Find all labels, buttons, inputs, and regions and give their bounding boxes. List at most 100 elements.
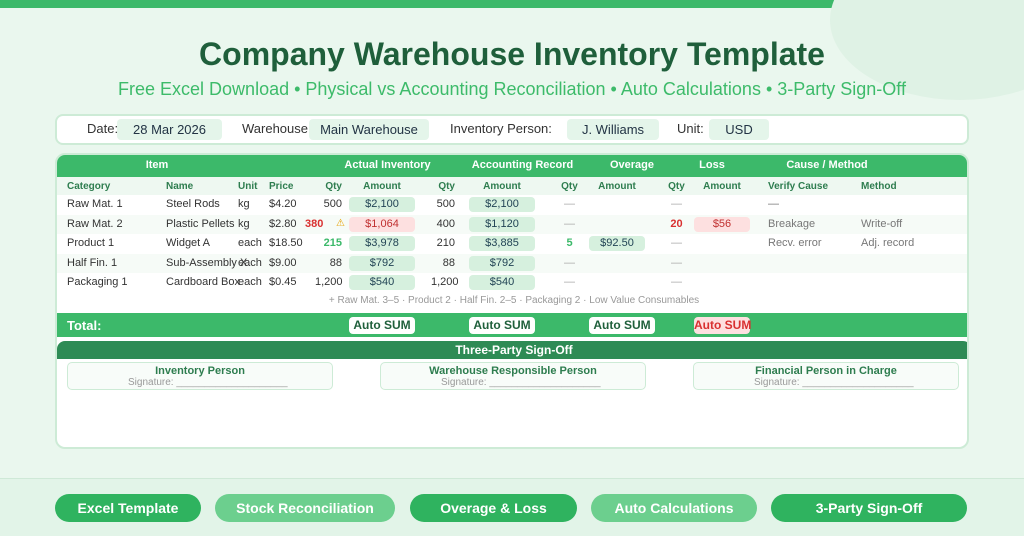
table-cell: Cardboard Box	[166, 276, 240, 289]
total-label: Total:	[67, 318, 102, 333]
table-cell: $18.50	[269, 237, 303, 250]
info-box: Date: 28 Mar 2026 Warehouse: Main Warehouse…	[55, 114, 969, 145]
table-cell: each	[238, 237, 262, 250]
table-cell: 5	[566, 237, 573, 250]
signoff-box: Inventory Person Signature: _____________…	[67, 362, 333, 390]
total-cell: Auto SUM	[469, 317, 535, 334]
table-cell: 1,200	[431, 276, 459, 289]
table-cell: Packaging 1	[67, 276, 128, 289]
table-cell: —	[671, 256, 682, 269]
column-header: Unit	[238, 181, 258, 192]
table-cell: 215	[323, 237, 342, 250]
table-cell: 88	[329, 256, 342, 269]
column-header: Amount	[703, 181, 741, 192]
table-cell: 20	[670, 217, 683, 230]
title: Company Warehouse Inventory Template	[199, 36, 825, 72]
signoff-signature: Signature: ____________________	[128, 377, 288, 388]
column-header: Name	[166, 181, 194, 192]
table-cell: kg	[238, 217, 250, 230]
table-cell: Product 1	[67, 237, 115, 250]
table-cell: $1,064	[349, 216, 415, 232]
table-cell: $0.45	[269, 276, 297, 289]
nav-button[interactable]: Overage & Loss	[410, 494, 577, 522]
signoff-box: Warehouse Responsible Person Signature: _…	[380, 362, 646, 390]
info-label: Unit:	[677, 121, 704, 136]
column-header: Category	[67, 181, 111, 192]
column-header: Amount	[483, 181, 521, 192]
table-cell: $792	[469, 255, 535, 271]
table-cell: each	[238, 276, 262, 289]
table-cell: —	[671, 276, 682, 289]
table-cell: —	[564, 256, 575, 269]
info-value: Main Warehouse	[309, 119, 429, 140]
table-cell: —	[671, 237, 682, 250]
table-cell: 400	[436, 217, 455, 230]
column-header: Amount	[598, 181, 636, 192]
table-cell: $3,978	[349, 236, 415, 252]
group-header: Accounting Record	[471, 159, 574, 171]
group-header-bar	[57, 155, 967, 177]
table-cell: $3,885	[469, 236, 535, 252]
column-header: Qty	[438, 181, 455, 192]
table-cell: Steel Rods	[166, 198, 220, 210]
signoff-signature: Signature: ____________________	[441, 377, 601, 388]
group-header: Item	[145, 159, 169, 171]
column-header: Price	[269, 181, 294, 192]
button-row: Excel Template Stock Reconciliation Overag…	[0, 494, 1024, 522]
info-label: Warehouse:	[242, 121, 312, 136]
signoff-role: Financial Person in Charge	[755, 365, 897, 377]
table-card: Item Actual Inventory Accounting Record Ove…	[55, 153, 969, 449]
table-note: + Raw Mat. 3–5 · Product 2 · Half Fin. 2…	[328, 295, 700, 306]
column-header-bar	[57, 177, 967, 195]
total-cell: Auto SUM	[349, 317, 415, 334]
warning-icon: ⚠	[336, 217, 345, 229]
table-cell: 380	[305, 217, 324, 230]
table-cell: —	[564, 217, 575, 230]
nav-button[interactable]: Auto Calculations	[591, 494, 757, 522]
table-cell: 210	[436, 237, 455, 250]
signoff-box: Financial Person in Charge Signature: ___…	[693, 362, 959, 390]
table-cell: 88	[442, 256, 455, 269]
table-cell: 500	[323, 198, 342, 210]
column-header: Qty	[561, 181, 578, 192]
column-header: Amount	[363, 181, 401, 192]
column-header: Method	[861, 181, 897, 192]
info-value: USD	[709, 119, 769, 140]
table-cell: Raw Mat. 2	[67, 217, 123, 230]
table-cell: 1,200	[315, 276, 343, 289]
column-header: Qty	[325, 181, 342, 192]
table-cell: $92.50	[589, 236, 645, 252]
table-cell: $2,100	[469, 197, 535, 212]
group-header: Cause / Method	[786, 159, 868, 171]
group-header: Overage	[609, 159, 655, 171]
table-cell: —	[564, 198, 575, 210]
group-header: Loss	[699, 159, 725, 171]
info-label: Inventory Person:	[450, 121, 552, 136]
table-cell: Sub-Assembly X	[166, 256, 248, 269]
total-cell: Auto SUM	[589, 317, 655, 334]
nav-button[interactable]: 3-Party Sign-Off	[771, 494, 967, 522]
nav-button[interactable]: Stock Reconciliation	[215, 494, 395, 522]
table-cell: 500	[436, 198, 455, 210]
table-cell: Adj. record	[861, 237, 915, 250]
nav-button[interactable]: Excel Template	[55, 494, 201, 522]
subtitle: Free Excel Download • Physical vs Accoun…	[118, 79, 906, 99]
table-cell: Widget A	[166, 237, 211, 250]
top-bar	[0, 0, 1024, 8]
table-cell: $2.80	[269, 217, 297, 230]
table-cell: $2,100	[349, 197, 415, 212]
table-cell: each	[238, 256, 262, 269]
table-cell: $540	[469, 275, 535, 291]
table-cell: $56	[694, 216, 750, 232]
table-cell: Raw Mat. 1	[67, 198, 123, 210]
table-cell: Recv. error	[768, 237, 822, 250]
column-header: Verify Cause	[768, 181, 829, 192]
group-header: Actual Inventory	[344, 159, 431, 171]
table-cell: Plastic Pellets	[166, 217, 235, 230]
table-cell: $4.20	[269, 198, 297, 210]
table-cell: $792	[349, 255, 415, 271]
table-cell: $9.00	[269, 256, 297, 269]
info-value: 28 Mar 2026	[117, 119, 222, 140]
table-cell: —	[671, 198, 682, 210]
